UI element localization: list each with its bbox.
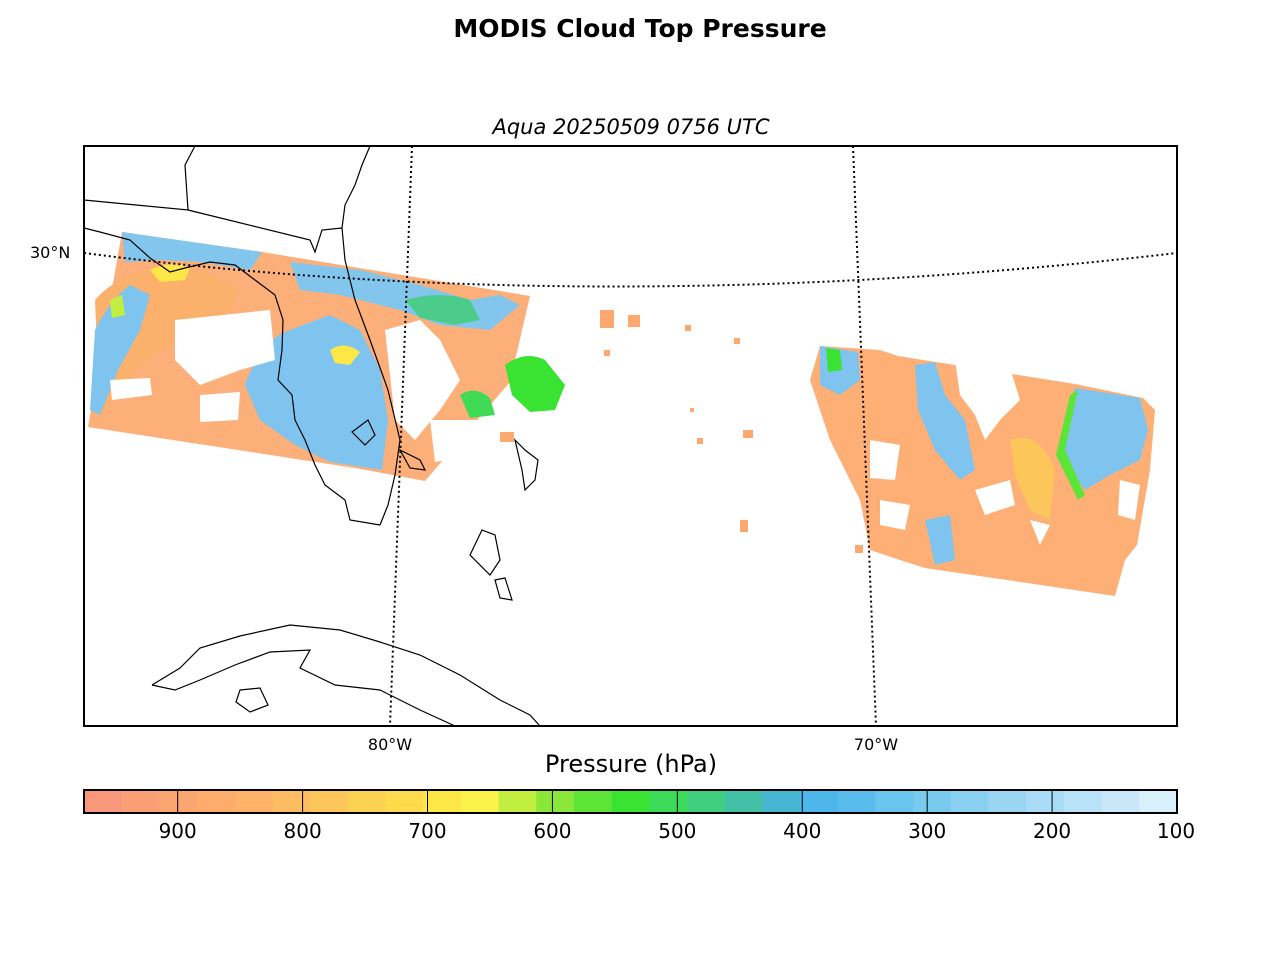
colorbar-tick-label: 700: [408, 819, 447, 843]
colorbar-segment: [234, 790, 273, 813]
swath-east-yellow-band: [1010, 438, 1055, 520]
colorbar-tick-label: 400: [783, 819, 822, 843]
lake-okeechobee: [351, 419, 376, 446]
andros-island: [469, 529, 501, 576]
subtitle: Aqua 20250509 0756 UTC: [492, 115, 770, 139]
parallel-30n: [84, 252, 1177, 288]
colorbar-tick-label: 500: [658, 819, 697, 843]
lon-label-80w: 80°W: [367, 735, 413, 754]
colorbar-segment: [460, 790, 500, 813]
colorbar-title: Pressure (hPa): [544, 750, 718, 778]
colorbar-segment: [573, 790, 613, 813]
colorbar-tick-label: 600: [533, 819, 572, 843]
cloud-swath-west: [88, 232, 565, 481]
swath-east-blue-right: [1062, 388, 1148, 490]
colorbar-segment: [762, 790, 801, 813]
colorbar-segment: [724, 790, 763, 813]
swath-west-gap-4: [385, 320, 460, 440]
swath-west-blue-strip: [90, 285, 150, 415]
colorbar-tick-label: 900: [158, 819, 197, 843]
colorbar-segment: [1026, 790, 1065, 813]
colorbar-segment: [1063, 790, 1103, 813]
swath-west-green-band: [405, 295, 480, 325]
swath-west-gap-2: [110, 378, 152, 400]
swath-east-blue-mid: [915, 362, 975, 480]
colorbar-segment: [536, 790, 575, 813]
colorbar-tick-label: 200: [1032, 819, 1072, 843]
cuba-north: [151, 624, 541, 726]
lat-label-30n: 30°N: [30, 243, 71, 262]
grand-bahama: [398, 448, 427, 471]
colorbar-segment: [197, 790, 236, 813]
swath-east-green-edge: [1056, 390, 1085, 500]
florida-east: [341, 227, 401, 526]
meridian-70w: [852, 146, 877, 726]
swath-east-gap-6: [1118, 480, 1140, 520]
cloud-swath-east: [810, 346, 1155, 596]
colorbar-segment: [1101, 790, 1140, 813]
cuba-south: [151, 649, 456, 726]
colorbar-segment: [837, 790, 876, 813]
swath-west-gap-6: [540, 300, 565, 350]
colorbar-tick-label: 800: [283, 819, 322, 843]
abaco: [513, 438, 539, 492]
swath-east-gap-2: [975, 480, 1015, 515]
colorbar-segment: [423, 790, 462, 813]
lon-label-70w: 70°W: [853, 735, 899, 754]
bahamas-south: [494, 577, 513, 601]
scattered-clouds: [500, 310, 863, 553]
graticule: [84, 146, 1177, 726]
meridian-80w: [389, 146, 413, 726]
colorbar-tick-label: 300: [908, 819, 947, 843]
colorbar-segment: [121, 790, 160, 813]
swath-east-gap-1: [955, 360, 1020, 440]
swath-east-gap-3: [1030, 520, 1050, 545]
colorbar-segment: [649, 790, 688, 813]
main-title: MODIS Cloud Top Pressure: [453, 14, 827, 43]
colorbar-segment: [875, 790, 914, 813]
colorbar-segment: [913, 790, 952, 813]
swath-east-gap-5: [880, 500, 910, 530]
colorbar-segment: [988, 790, 1027, 813]
colorbar-segment: [347, 790, 387, 813]
swath-west-blue-edge: [122, 232, 262, 270]
colorbar-segment: [385, 790, 424, 813]
swath-east-green-top: [826, 348, 842, 372]
colorbar: [84, 790, 1178, 813]
georgia-border: [187, 209, 343, 254]
swath-west-green-cell-2: [460, 390, 495, 418]
coastlines: [84, 146, 541, 726]
isle-of-youth: [235, 687, 269, 713]
colorbar-segment: [272, 790, 311, 813]
map-frame: [83, 145, 1178, 727]
colorbar-segment: [800, 790, 839, 813]
swath-west-green-cell-1: [505, 356, 565, 412]
colorbar-tick-marks: [177, 790, 1178, 813]
colorbar-tick-label: 100: [1156, 819, 1196, 843]
colorbar-segment: [498, 790, 537, 813]
colorbar-segment: [1139, 790, 1178, 813]
swath-east-blue-low: [925, 515, 955, 565]
atlantic-coast: [341, 146, 371, 229]
swath-east-gap-4: [870, 440, 900, 480]
colorbar-segment: [310, 790, 349, 813]
colorbar-segment: [84, 790, 123, 813]
map-area: [84, 146, 1177, 726]
swath-west-yellow-2: [330, 345, 360, 365]
us-gulf-coast: [84, 146, 196, 211]
florida-west: [84, 227, 381, 526]
colorbar-segment: [950, 790, 990, 813]
swath-west-gap-1: [175, 310, 275, 385]
swath-west-gap-5: [430, 420, 505, 462]
swath-west-yellow-3: [110, 295, 125, 318]
colorbar-segment: [611, 790, 650, 813]
colorbar-segment: [159, 790, 198, 813]
colorbar-segment: [687, 790, 726, 813]
swath-west-gap-3: [200, 392, 240, 422]
